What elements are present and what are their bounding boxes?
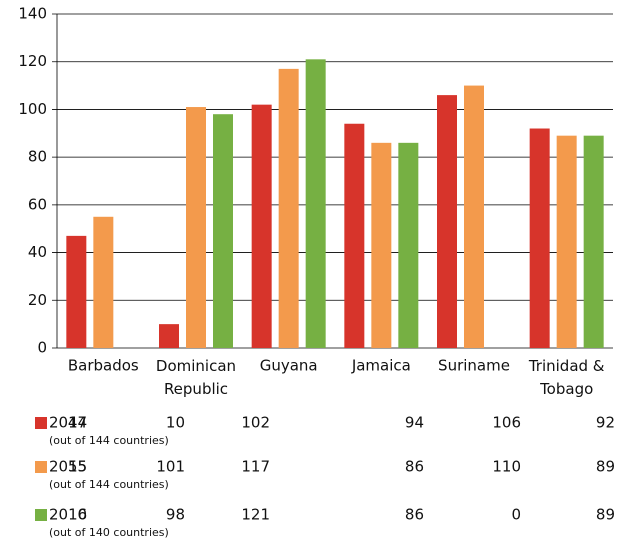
legend-note: (out of 140 countries) [49,526,169,539]
bar [529,128,550,348]
y-tick-label: 140 [18,5,47,23]
legend-label: 2016 [49,506,87,524]
y-tick-label: 20 [28,291,47,309]
bar [371,142,392,348]
legend-note: (out of 144 countries) [49,478,169,491]
bar [344,123,365,348]
y-tick-label: 100 [18,100,47,118]
legend-swatch [35,509,47,521]
legend-label: 2014 [49,414,87,432]
table-value: 101 [156,458,185,476]
table-value: 94 [405,414,424,432]
bar [213,114,233,348]
table-value: 86 [405,458,424,476]
bar [93,216,114,348]
bar [251,104,272,349]
table-value: 89 [596,506,615,524]
x-tick-label: Trinidad & Tobago [528,357,605,398]
table-value: 102 [241,414,270,432]
bar [556,135,577,348]
bar [437,95,457,348]
table-value: 0 [511,506,521,524]
y-tick-label: 0 [37,339,47,357]
table-value: 89 [596,458,615,476]
x-tick-label: Suriname [438,357,510,375]
y-tick-label: 40 [28,243,47,261]
bar [186,107,206,349]
x-tick-label: Dominican Republic [156,357,236,398]
table-value: 10 [166,414,185,432]
bar [66,235,87,348]
table-value: 47 [68,414,87,432]
table-value: 110 [492,458,521,476]
bar [305,59,326,348]
table-value: 121 [241,506,270,524]
table-value: 0 [77,506,87,524]
bar [464,85,484,349]
legend-label: 2015 [49,458,87,476]
x-tick-label: Jamaica [351,357,411,375]
bar [159,324,179,348]
table-value: 106 [492,414,521,432]
legend-note: (out of 144 countries) [49,434,169,447]
x-tick-label: Guyana [260,357,318,375]
bar [398,142,419,348]
bar [583,135,604,348]
table-value: 86 [405,506,424,524]
table-value: 98 [166,506,185,524]
y-tick-label: 120 [18,52,47,70]
legend-swatch [35,461,47,473]
x-tick-label: Barbados [68,357,139,375]
table-value: 92 [596,414,615,432]
table-value: 55 [68,458,87,476]
table-value: 117 [241,458,270,476]
bar [278,68,299,348]
y-tick-label: 80 [28,148,47,166]
legend-swatch [35,417,47,429]
y-tick-label: 60 [28,195,47,213]
